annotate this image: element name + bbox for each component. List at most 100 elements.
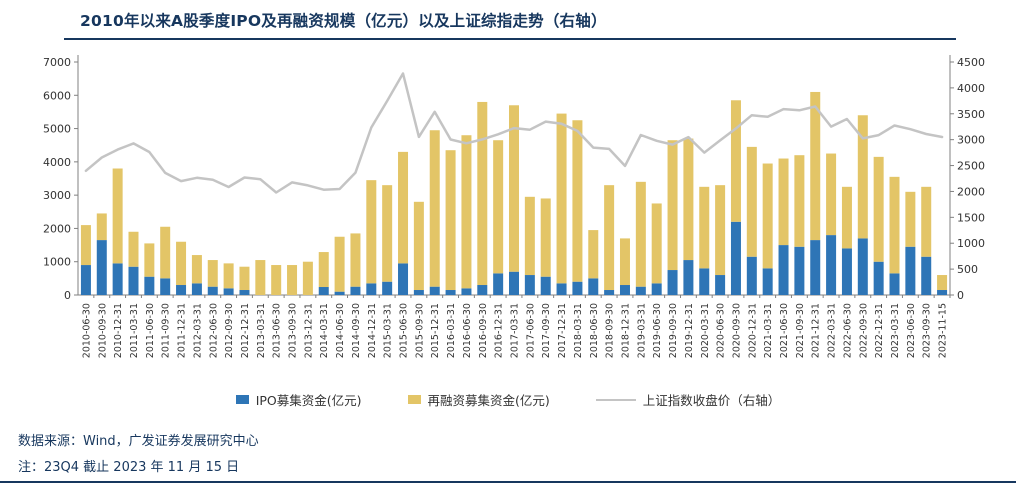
- ipo-bar-segment: [398, 263, 409, 295]
- ipo-bar-segment: [382, 281, 393, 295]
- refinance-bar-segment: [810, 91, 821, 241]
- x-axis-category-label: 2018-12-31: [621, 303, 632, 358]
- ipo-bar-segment: [857, 238, 868, 295]
- refinance-bar-segment: [382, 185, 393, 282]
- refinance-bar-segment: [524, 196, 535, 276]
- x-axis-category-label: 2015-03-31: [383, 303, 394, 358]
- ipo-bar-segment: [715, 275, 726, 295]
- ipo-bar-segment: [112, 263, 123, 295]
- ipo-bar-segment: [667, 270, 678, 295]
- x-axis-category-label: 2018-06-30: [589, 303, 600, 358]
- x-axis-category-label: 2012-03-31: [192, 303, 203, 358]
- ipo-bar-segment: [524, 275, 535, 295]
- ipo-bar-segment: [873, 261, 884, 295]
- right-axis-tick-label: 1500: [957, 211, 985, 224]
- ipo-bar-segment: [96, 240, 107, 295]
- refinance-bar-segment: [350, 233, 361, 287]
- ipo-bar-segment: [318, 287, 329, 295]
- left-axis-tick-label: 0: [64, 289, 71, 302]
- ipo-bar-segment: [223, 288, 234, 295]
- x-axis-category-label: 2023-11-15: [938, 303, 949, 358]
- bottom-divider: [0, 481, 1016, 483]
- left-axis-tick-label: 4000: [43, 156, 71, 169]
- ipo-bar-segment: [778, 245, 789, 295]
- ipo-bar-segment: [841, 248, 852, 295]
- x-axis-category-label: 2012-12-31: [240, 303, 251, 358]
- left-axis-tick-label: 6000: [43, 89, 71, 102]
- x-axis-category-label: 2016-09-30: [478, 303, 489, 358]
- ipo-bar-segment: [651, 283, 662, 295]
- legend-label-index-line: 上证指数收盘价（右轴）: [642, 393, 781, 408]
- x-axis-category-label: 2017-06-30: [525, 303, 536, 358]
- x-axis-category-label: 2012-09-30: [224, 303, 235, 358]
- right-axis-tick-label: 500: [957, 263, 978, 276]
- x-axis-category-label: 2019-12-31: [684, 303, 695, 358]
- ipo-bar-segment: [477, 285, 488, 295]
- ipo-bar-segment: [191, 283, 202, 295]
- right-axis-tick-label: 1000: [957, 237, 985, 250]
- refinance-bar-segment: [604, 185, 615, 291]
- x-axis-category-label: 2016-06-30: [462, 303, 473, 358]
- left-axis-tick-label: 2000: [43, 222, 71, 235]
- refinance-bar-segment: [366, 180, 377, 284]
- refinance-bar-segment: [160, 226, 171, 279]
- ipo-bar-segment: [826, 235, 837, 295]
- data-source-text: 数据来源：Wind，广发证券发展研究中心: [18, 434, 259, 449]
- refinance-bar-segment: [667, 140, 678, 271]
- ipo-bar-segment: [413, 290, 424, 295]
- right-axis-tick-label: 0: [957, 289, 964, 302]
- x-axis-category-label: 2010-06-30: [81, 303, 92, 358]
- refinance-bar-segment: [144, 243, 155, 277]
- x-axis-category-label: 2021-09-30: [795, 303, 806, 358]
- ipo-bar-segment: [746, 256, 757, 295]
- ipo-bar-segment: [461, 288, 472, 295]
- right-axis-tick-label: 2500: [957, 160, 985, 173]
- x-axis-category-label: 2017-09-30: [541, 303, 552, 358]
- refinance-bar-segment: [588, 230, 599, 279]
- ipo-bar-segment: [889, 273, 900, 295]
- right-axis-tick-label: 3500: [957, 108, 985, 121]
- refinance-bar-segment: [921, 186, 932, 257]
- footnote-text: 注：23Q4 截止 2023 年 11 月 15 日: [18, 460, 240, 475]
- refinance-bar-segment: [794, 155, 805, 247]
- ipo-bar-segment: [556, 283, 567, 295]
- x-axis-category-label: 2017-03-31: [510, 303, 521, 358]
- ipo-bar-segment: [128, 266, 139, 295]
- refinance-bar-segment: [334, 236, 345, 292]
- refinance-bar-segment: [762, 163, 773, 269]
- x-axis-category-label: 2019-06-30: [652, 303, 663, 358]
- x-axis-category-label: 2016-12-31: [494, 303, 505, 358]
- chart-header: 2010年以来A股季度IPO及再融资规模（亿元）以及上证综指走势（右轴）: [64, 5, 956, 40]
- x-axis-category-label: 2013-09-30: [288, 303, 299, 358]
- refinance-bar-segment: [509, 105, 519, 272]
- ipo-bar-segment: [144, 276, 155, 295]
- x-axis-category-label: 2015-12-31: [430, 303, 441, 358]
- x-axis-category-label: 2022-03-31: [827, 303, 838, 358]
- ipo-bar-segment: [176, 285, 187, 295]
- refinance-bar-segment: [619, 238, 630, 286]
- refinance-bar-segment: [255, 260, 266, 295]
- refinance-bar-segment: [556, 113, 567, 284]
- ipo-bar-segment: [350, 286, 361, 295]
- ipo-bar-segment: [921, 256, 932, 295]
- refinance-bar-segment: [572, 120, 583, 282]
- refinance-bar-segment: [176, 241, 187, 286]
- x-axis-category-label: 2016-03-31: [446, 303, 457, 358]
- x-axis-category-label: 2014-03-31: [319, 303, 330, 358]
- chart-title: 2010年以来A股季度IPO及再融资规模（亿元）以及上证综指走势（右轴）: [80, 12, 607, 30]
- refinance-bar-segment: [80, 225, 91, 266]
- x-axis-category-label: 2023-09-30: [922, 303, 933, 358]
- ipo-bar-segment: [604, 290, 615, 295]
- legend-item-refinance: 再融资募集资金(亿元): [407, 390, 550, 409]
- right-axis-tick-label: 4000: [957, 82, 985, 95]
- ipo-bar-segment: [619, 285, 630, 295]
- x-axis-category-label: 2022-06-30: [842, 303, 853, 358]
- refinance-bar-segment: [398, 151, 409, 264]
- refinance-bar-segment: [429, 130, 440, 287]
- refinance-bar-segment: [207, 260, 218, 287]
- right-axis-tick-label: 2000: [957, 185, 985, 198]
- refinance-bar-segment: [540, 198, 551, 277]
- right-axis-tick-label: 4500: [957, 56, 985, 69]
- x-axis-category-label: 2022-09-30: [858, 303, 869, 358]
